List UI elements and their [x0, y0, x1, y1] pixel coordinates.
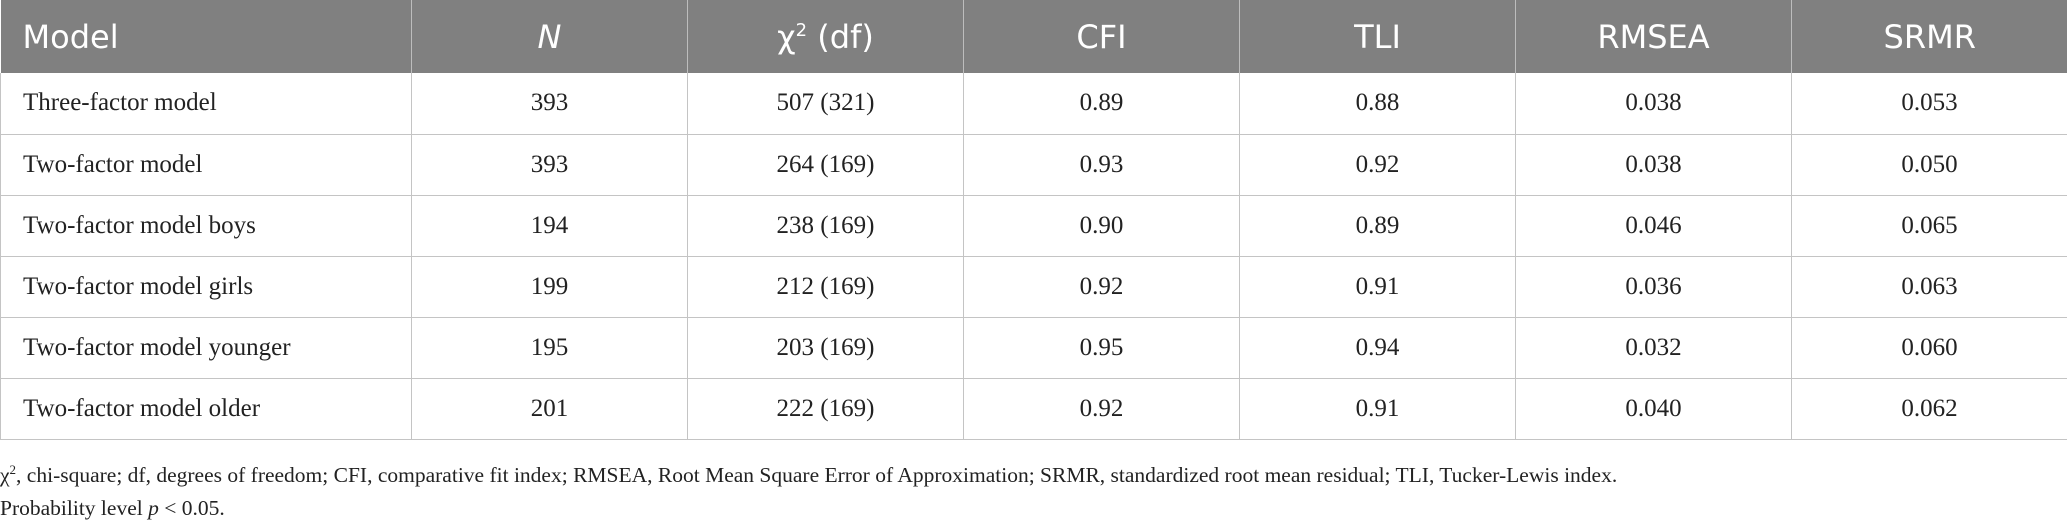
- table-row: Two-factor model boys 194 238 (169) 0.90…: [0, 195, 2067, 257]
- chi-symbol: χ: [777, 17, 796, 56]
- cell-srmr: 0.063: [1791, 256, 2067, 318]
- header-chi-square: χ2 (df): [687, 0, 964, 73]
- cell-n: 201: [411, 378, 688, 440]
- cell-srmr: 0.053: [1791, 73, 2067, 135]
- cell-rmsea: 0.038: [1515, 73, 1792, 135]
- cell-rmsea: 0.046: [1515, 195, 1792, 257]
- footnote-chi-superscript: 2: [9, 462, 17, 477]
- cell-chi: 238 (169): [687, 195, 964, 257]
- cell-cfi: 0.93: [963, 134, 1240, 196]
- cell-srmr: 0.065: [1791, 195, 2067, 257]
- header-row: Model N χ2 (df) CFI TLI RMSEA SRMR: [0, 0, 2067, 73]
- table-row: Two-factor model 393 264 (169) 0.93 0.92…: [0, 134, 2067, 196]
- table-row: Two-factor model younger 195 203 (169) 0…: [0, 317, 2067, 379]
- cell-n: 194: [411, 195, 688, 257]
- cell-srmr: 0.050: [1791, 134, 2067, 196]
- cell-n: 393: [411, 73, 688, 135]
- footnote-probability: Probability level p < 0.05.: [0, 492, 2067, 525]
- cell-srmr: 0.060: [1791, 317, 2067, 379]
- cell-model: Two-factor model boys: [0, 195, 412, 257]
- cell-rmsea: 0.040: [1515, 378, 1792, 440]
- chi-superscript: 2: [795, 19, 808, 41]
- header-model: Model: [0, 0, 412, 73]
- footnote-abbreviations-text: , chi-square; df, degrees of freedom; CF…: [16, 463, 1618, 487]
- cell-cfi: 0.90: [963, 195, 1240, 257]
- cell-chi: 203 (169): [687, 317, 964, 379]
- cell-model: Two-factor model older: [0, 378, 412, 440]
- cell-chi: 222 (169): [687, 378, 964, 440]
- header-rmsea: RMSEA: [1515, 0, 1792, 73]
- cell-cfi: 0.89: [963, 73, 1240, 135]
- cell-cfi: 0.95: [963, 317, 1240, 379]
- cell-tli: 0.91: [1239, 256, 1516, 318]
- cell-tli: 0.89: [1239, 195, 1516, 257]
- header-n-label: N: [537, 17, 562, 56]
- fit-indices-table: Model N χ2 (df) CFI TLI RMSEA SRMR Three…: [0, 0, 2067, 440]
- cell-chi: 507 (321): [687, 73, 964, 135]
- header-srmr: SRMR: [1791, 0, 2067, 73]
- table-row: Two-factor model girls 199 212 (169) 0.9…: [0, 256, 2067, 318]
- cell-n: 393: [411, 134, 688, 196]
- cell-tli: 0.94: [1239, 317, 1516, 379]
- header-tli: TLI: [1239, 0, 1516, 73]
- cell-chi: 264 (169): [687, 134, 964, 196]
- cell-cfi: 0.92: [963, 378, 1240, 440]
- cell-rmsea: 0.038: [1515, 134, 1792, 196]
- cell-model: Two-factor model girls: [0, 256, 412, 318]
- table-footnote: χ2, chi-square; df, degrees of freedom; …: [0, 459, 2067, 525]
- cell-rmsea: 0.032: [1515, 317, 1792, 379]
- footnote-p-symbol: p: [148, 496, 159, 520]
- cell-tli: 0.88: [1239, 73, 1516, 135]
- footnote-probability-prefix: Probability level: [0, 496, 149, 520]
- cell-n: 199: [411, 256, 688, 318]
- cell-cfi: 0.92: [963, 256, 1240, 318]
- cell-tli: 0.91: [1239, 378, 1516, 440]
- cell-model: Three-factor model: [0, 73, 412, 135]
- chi-df-label: (df): [807, 17, 874, 56]
- footnote-probability-suffix: < 0.05.: [158, 496, 225, 520]
- cell-chi: 212 (169): [687, 256, 964, 318]
- header-cfi: CFI: [963, 0, 1240, 73]
- cell-model: Two-factor model: [0, 134, 412, 196]
- cell-srmr: 0.062: [1791, 378, 2067, 440]
- cell-tli: 0.92: [1239, 134, 1516, 196]
- cell-model: Two-factor model younger: [0, 317, 412, 379]
- footnote-abbreviations: χ2, chi-square; df, degrees of freedom; …: [0, 459, 2067, 492]
- footnote-chi-symbol: χ: [0, 463, 10, 487]
- cell-n: 195: [411, 317, 688, 379]
- table-row: Three-factor model 393 507 (321) 0.89 0.…: [0, 73, 2067, 135]
- table-row: Two-factor model older 201 222 (169) 0.9…: [0, 378, 2067, 440]
- header-n: N: [411, 0, 688, 73]
- cell-rmsea: 0.036: [1515, 256, 1792, 318]
- fit-indices-table-container: Model N χ2 (df) CFI TLI RMSEA SRMR Three…: [0, 0, 2067, 440]
